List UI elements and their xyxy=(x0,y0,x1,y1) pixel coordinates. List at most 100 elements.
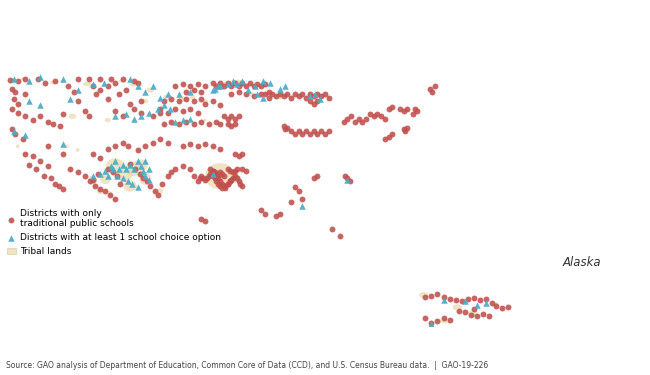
Point xyxy=(340,173,350,179)
Point xyxy=(88,173,98,179)
Point xyxy=(181,88,192,94)
Point xyxy=(159,98,169,104)
Point xyxy=(252,91,263,97)
Text: Source: GAO analysis of Department of Education, Common Core of Data (CCD), and : Source: GAO analysis of Department of Ed… xyxy=(6,362,489,370)
Point xyxy=(222,116,233,122)
Point xyxy=(24,78,34,84)
Point xyxy=(275,86,285,92)
Point xyxy=(233,113,244,119)
Point xyxy=(211,171,222,177)
Ellipse shape xyxy=(105,118,111,122)
Point xyxy=(427,88,437,94)
Point xyxy=(114,166,124,172)
Point xyxy=(327,226,337,232)
Point xyxy=(361,116,371,122)
Point xyxy=(42,118,53,124)
Point xyxy=(125,160,135,166)
Point xyxy=(129,116,139,122)
Point xyxy=(155,94,165,100)
Point xyxy=(309,128,319,134)
Point xyxy=(232,166,242,172)
Point xyxy=(286,200,296,206)
Point xyxy=(155,136,165,142)
Point xyxy=(9,96,20,102)
Point xyxy=(226,177,237,183)
Point xyxy=(24,98,34,104)
Point xyxy=(198,176,208,181)
Point xyxy=(12,100,23,106)
Point xyxy=(398,108,409,114)
Ellipse shape xyxy=(307,93,313,97)
Point xyxy=(35,158,46,164)
Point xyxy=(211,83,222,89)
Point xyxy=(233,83,244,89)
Point xyxy=(224,178,235,184)
Ellipse shape xyxy=(157,188,163,194)
Point xyxy=(136,164,146,170)
Point xyxy=(50,181,60,187)
Point xyxy=(153,106,163,112)
Ellipse shape xyxy=(246,91,254,96)
Ellipse shape xyxy=(264,92,270,96)
Text: Alaska: Alaska xyxy=(562,256,601,269)
Point xyxy=(55,123,66,129)
Point xyxy=(194,176,205,181)
Point xyxy=(457,298,467,304)
Ellipse shape xyxy=(24,152,27,155)
Point xyxy=(217,181,228,187)
Point xyxy=(125,162,135,168)
Point xyxy=(320,130,330,136)
Point xyxy=(211,118,222,124)
Point xyxy=(460,298,470,304)
Point xyxy=(342,176,352,181)
Ellipse shape xyxy=(189,96,195,99)
Point xyxy=(140,88,150,94)
Point xyxy=(408,111,418,117)
Point xyxy=(220,185,231,191)
Ellipse shape xyxy=(428,88,432,92)
Point xyxy=(384,106,394,112)
Point xyxy=(445,317,455,323)
Point xyxy=(222,181,233,187)
Point xyxy=(213,181,223,187)
Point xyxy=(463,296,473,302)
Point xyxy=(7,126,18,132)
Point xyxy=(115,181,125,187)
Point xyxy=(213,176,223,181)
Point xyxy=(91,91,101,97)
Point xyxy=(207,87,218,93)
Point xyxy=(162,173,173,179)
Point xyxy=(230,151,240,157)
Point xyxy=(32,76,43,82)
Ellipse shape xyxy=(108,191,112,196)
Point xyxy=(84,76,94,82)
Ellipse shape xyxy=(124,180,137,192)
Point xyxy=(110,143,120,149)
Point xyxy=(95,76,105,82)
Point xyxy=(230,173,240,179)
Point xyxy=(95,171,105,177)
Point xyxy=(402,106,413,112)
Point xyxy=(20,151,31,157)
Point xyxy=(177,143,188,149)
Point xyxy=(174,98,184,104)
Point xyxy=(305,130,315,136)
Point xyxy=(162,110,173,116)
Point xyxy=(218,83,229,89)
Point xyxy=(127,181,138,187)
Point xyxy=(136,110,146,116)
Point xyxy=(80,108,90,114)
Point xyxy=(214,146,225,152)
Point xyxy=(145,183,155,189)
Point xyxy=(280,126,291,132)
Point xyxy=(200,177,210,183)
Point xyxy=(85,178,96,184)
Point xyxy=(497,305,507,311)
Point xyxy=(177,108,188,114)
Point xyxy=(203,173,214,179)
Point xyxy=(39,173,49,179)
Point xyxy=(185,88,195,94)
Point xyxy=(40,80,51,86)
Point xyxy=(100,168,110,174)
Point xyxy=(297,203,307,209)
